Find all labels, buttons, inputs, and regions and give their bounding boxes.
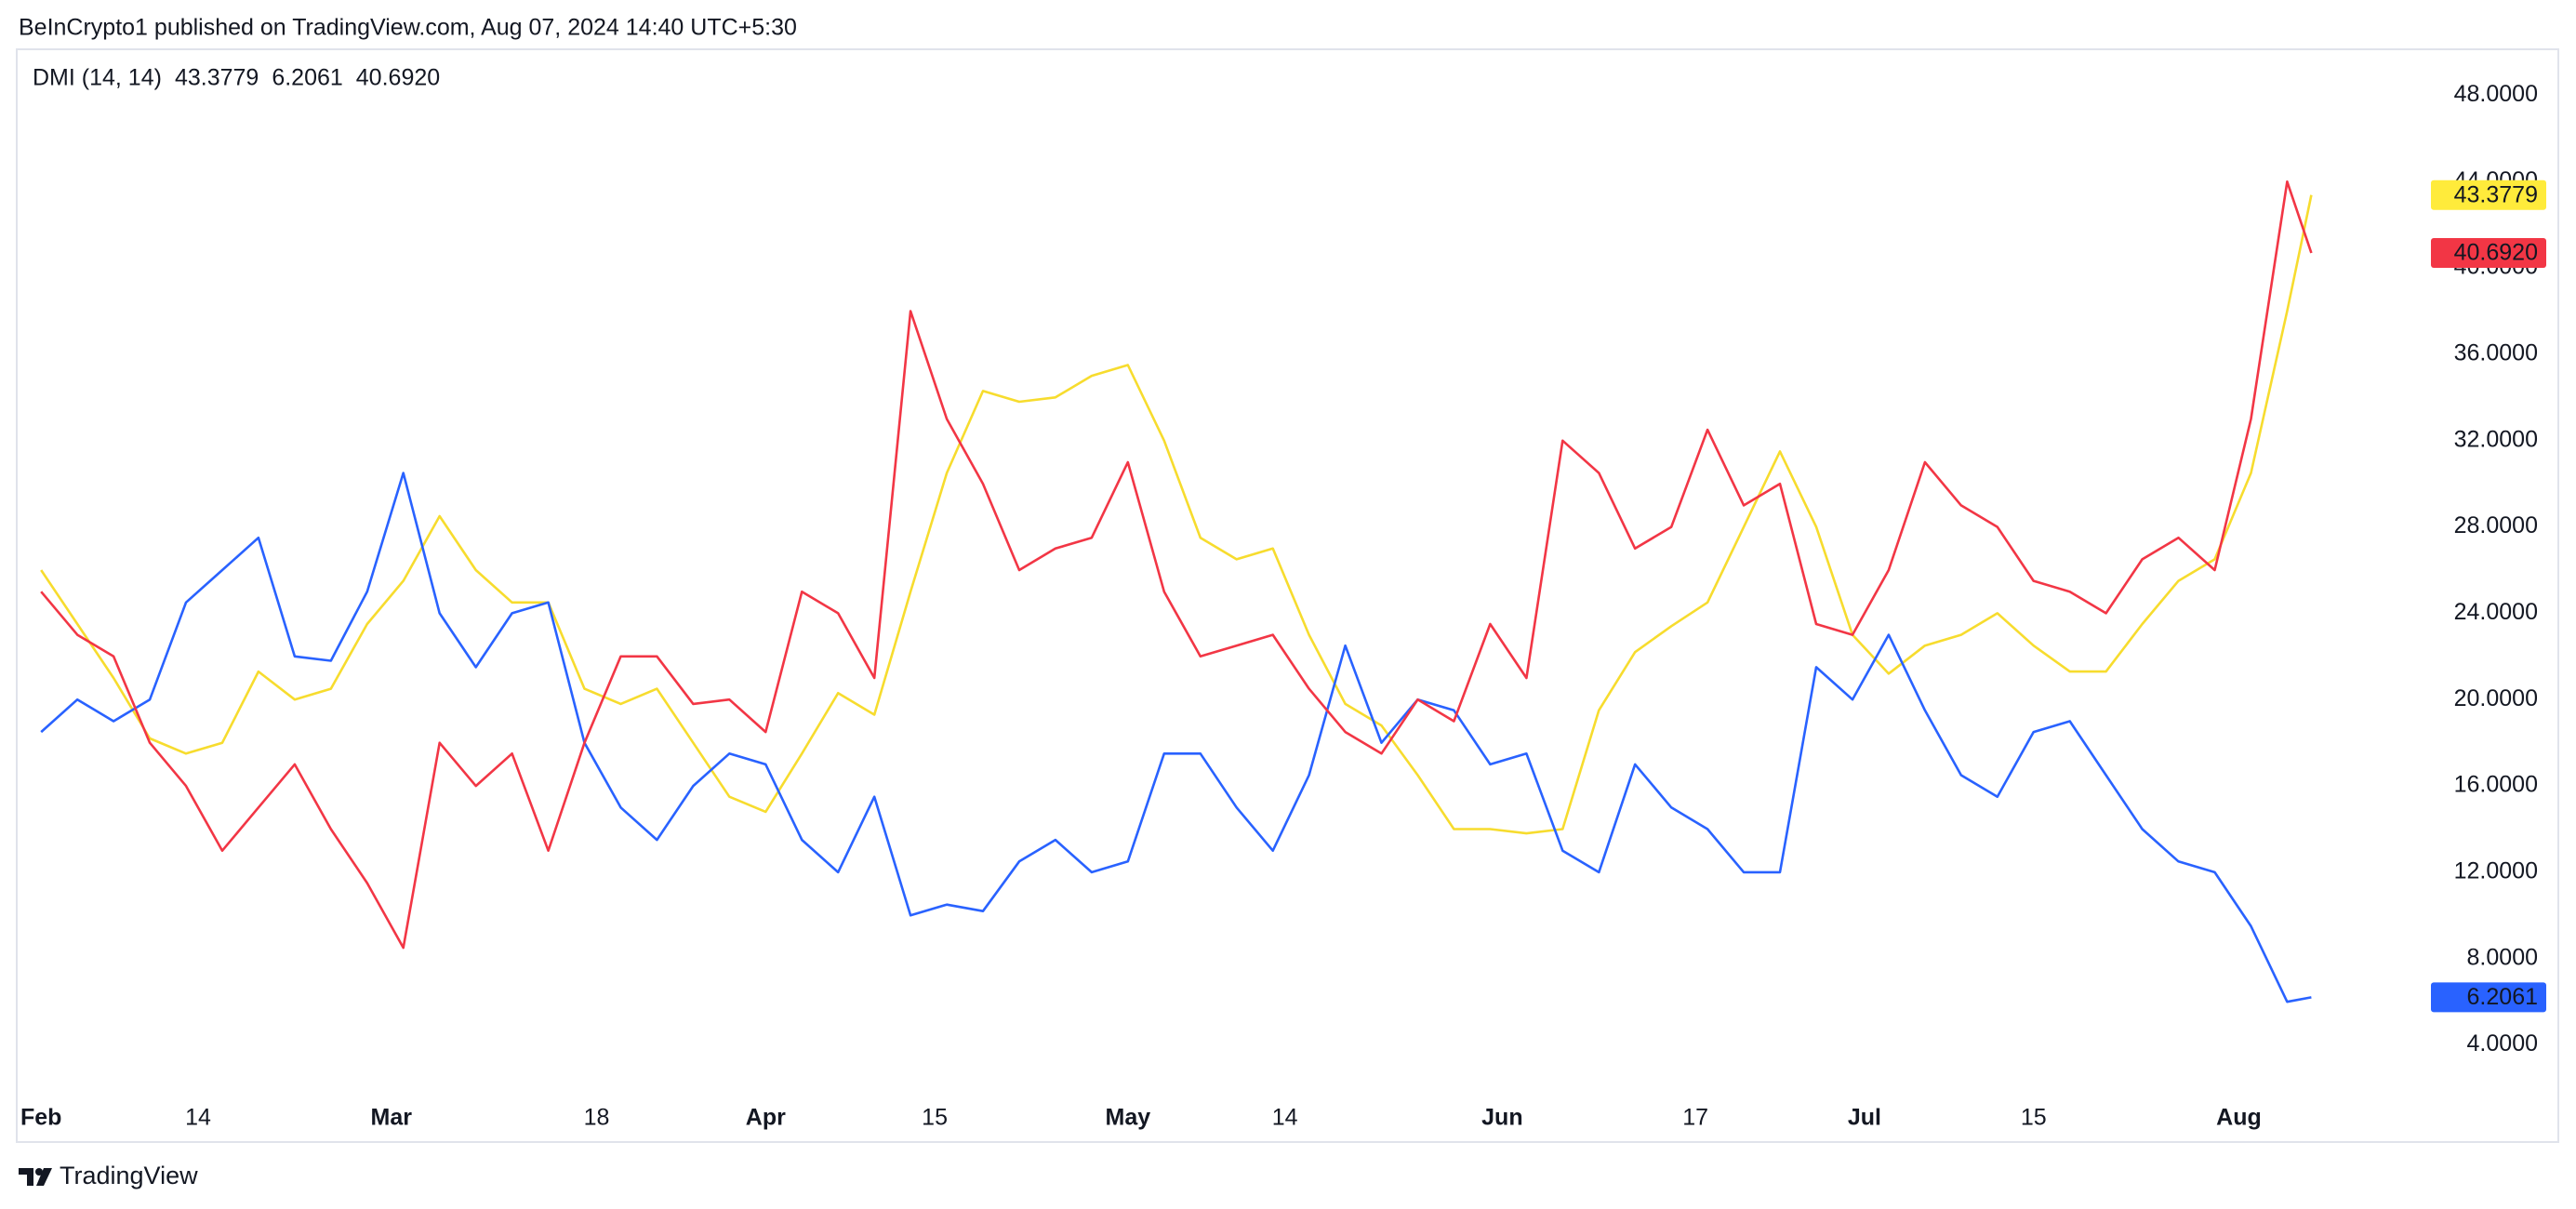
price-label: 6.2061 — [2467, 984, 2538, 1010]
x-tick-label: May — [1106, 1105, 1151, 1131]
x-tick-label: 14 — [185, 1105, 211, 1131]
y-tick-label: 36.0000 — [2454, 340, 2538, 366]
footer-brand: TradingView — [60, 1162, 198, 1189]
y-tick-label: 12.0000 — [2454, 858, 2538, 884]
y-tick-label: 32.0000 — [2454, 426, 2538, 452]
x-tick-label: 17 — [1682, 1105, 1708, 1131]
price-label-bg — [2431, 179, 2546, 210]
x-tick-label: Feb — [20, 1105, 61, 1131]
series-line — [40, 472, 2312, 1003]
x-tick-label: 18 — [584, 1105, 610, 1131]
series-line — [40, 180, 2313, 950]
x-tick-label: Aug — [2216, 1105, 2262, 1131]
series-line — [40, 194, 2313, 835]
y-tick-label: 20.0000 — [2454, 685, 2538, 711]
legend-value: 6.2061 — [272, 65, 342, 91]
x-tick-label: Apr — [746, 1105, 786, 1131]
x-tick-label: Jul — [1848, 1105, 1881, 1131]
legend-value: 43.3779 — [175, 65, 259, 91]
x-tick-label: 15 — [2021, 1105, 2047, 1131]
footer-logo — [19, 1168, 52, 1186]
price-label: 43.3779 — [2454, 181, 2538, 207]
y-tick-label: 16.0000 — [2454, 772, 2538, 798]
price-label-bg — [2431, 238, 2546, 269]
y-tick-label: 4.0000 — [2467, 1030, 2538, 1056]
x-tick-label: Mar — [371, 1105, 413, 1131]
y-tick-label: 24.0000 — [2454, 599, 2538, 625]
y-tick-label: 8.0000 — [2467, 944, 2538, 970]
price-label-bg — [2431, 982, 2546, 1013]
x-tick-label: 14 — [1272, 1105, 1298, 1131]
legend-value: 40.6920 — [356, 65, 440, 91]
header-text: BeInCrypto1 published on TradingView.com… — [19, 15, 797, 41]
x-tick-label: Jun — [1481, 1105, 1522, 1131]
y-tick-label: 28.0000 — [2454, 512, 2538, 538]
legend-indicator: DMI (14, 14) — [33, 65, 162, 91]
x-tick-label: 15 — [922, 1105, 948, 1131]
price-label: 40.6920 — [2454, 240, 2538, 266]
chart-frame — [16, 48, 2559, 1143]
y-tick-label: 48.0000 — [2454, 81, 2538, 107]
